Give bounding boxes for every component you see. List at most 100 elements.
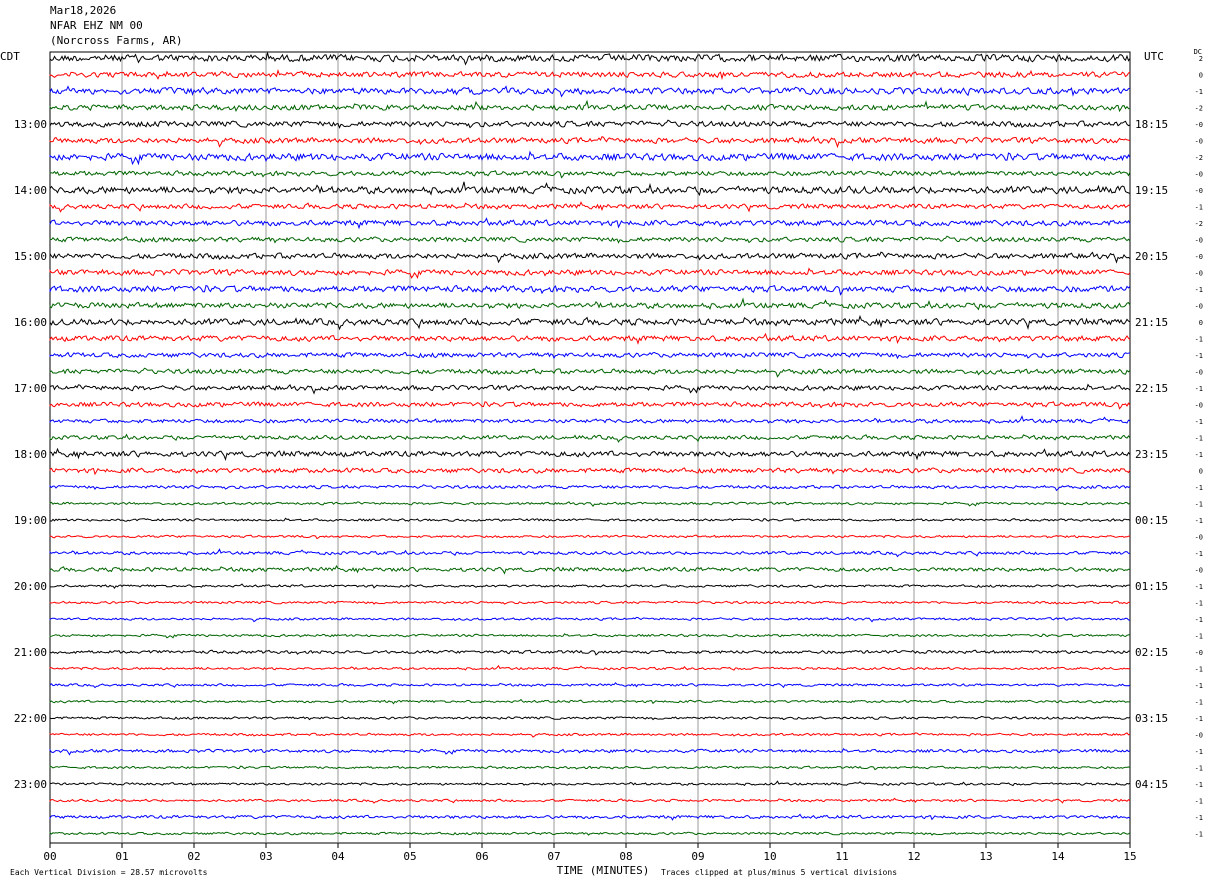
x-tick-label: 04 — [331, 850, 345, 863]
trace-green — [49, 433, 1131, 443]
trace-red — [49, 534, 1131, 540]
dc-offset-label: -1 — [1195, 798, 1203, 806]
trace-blue — [49, 217, 1131, 230]
dc-offset-label: -0 — [1195, 187, 1203, 195]
dc-offset-label: -1 — [1195, 616, 1203, 624]
trace-red — [49, 267, 1131, 279]
station-location: (Norcross Farms, AR) — [50, 34, 183, 47]
left-hour-label: 13:00 — [14, 118, 47, 131]
trace-black — [49, 715, 1131, 721]
left-hour-label: 23:00 — [14, 778, 47, 791]
trace-green — [49, 297, 1131, 311]
dc-offset-label: -0 — [1195, 649, 1203, 657]
dc-offset-label: -1 — [1195, 682, 1203, 690]
trace-black — [49, 383, 1131, 395]
left-hour-label: 15:00 — [14, 250, 47, 263]
trace-blue — [49, 747, 1131, 756]
dc-offset-label: -1 — [1195, 336, 1203, 344]
plot-date: Mar18,2026 — [50, 4, 117, 17]
dc-offset-label: -1 — [1195, 715, 1203, 723]
x-tick-label: 03 — [259, 850, 272, 863]
trace-red — [49, 797, 1131, 804]
trace-green — [49, 765, 1131, 771]
trace-green — [49, 235, 1131, 244]
trace-red — [49, 69, 1131, 81]
dc-offset-label: -1 — [1195, 666, 1203, 674]
x-tick-label: 00 — [43, 850, 56, 863]
dc-offset-label: 2 — [1199, 55, 1203, 63]
x-tick-label: 13 — [979, 850, 992, 863]
dc-offset-label: -1 — [1195, 352, 1203, 360]
station-code: NFAR EHZ NM 00 — [50, 19, 143, 32]
dc-offset-label: -1 — [1195, 451, 1203, 459]
right-hour-label: 19:15 — [1135, 184, 1168, 197]
trace-red — [49, 332, 1131, 345]
trace-green — [49, 633, 1131, 639]
trace-blue — [49, 351, 1131, 360]
left-hour-label: 22:00 — [14, 712, 47, 725]
trace-black — [49, 119, 1131, 129]
left-hour-label: 19:00 — [14, 514, 47, 527]
dc-offset-label: -1 — [1195, 286, 1203, 294]
dc-offset-label: -1 — [1195, 484, 1203, 492]
dc-offset-label: -0 — [1195, 732, 1203, 740]
trace-black — [49, 181, 1131, 197]
dc-offset-label: -0 — [1195, 270, 1203, 278]
trace-black — [49, 251, 1131, 264]
right-hour-label: 04:15 — [1135, 778, 1168, 791]
trace-blue — [49, 415, 1131, 425]
dc-offset-label: -1 — [1195, 831, 1203, 839]
dc-offset-label: 0 — [1199, 72, 1203, 80]
trace-blue — [49, 548, 1131, 558]
dc-offset-label: -0 — [1195, 402, 1203, 410]
dc-offset-label: -2 — [1195, 220, 1203, 228]
dc-offset-label: -1 — [1195, 435, 1203, 443]
trace-green — [49, 170, 1131, 179]
trace-blue — [49, 150, 1131, 166]
trace-green — [49, 501, 1131, 508]
trace-green — [49, 698, 1131, 705]
left-hour-label: 21:00 — [14, 646, 47, 659]
trace-black — [49, 583, 1130, 589]
trace-blue — [49, 85, 1131, 98]
dc-offset-label: -2 — [1195, 105, 1203, 113]
left-hour-label: 17:00 — [14, 382, 47, 395]
x-tick-label: 06 — [475, 850, 488, 863]
trace-red — [49, 732, 1131, 738]
trace-blue — [49, 813, 1131, 821]
dc-offset-label: -1 — [1195, 600, 1203, 608]
trace-red — [49, 600, 1131, 605]
trace-black — [49, 649, 1131, 656]
dc-offset-label: -1 — [1195, 765, 1203, 773]
trace-red — [49, 135, 1131, 149]
dc-offset-label: -0 — [1195, 138, 1203, 146]
trace-blue — [49, 284, 1131, 296]
left-hour-label: 14:00 — [14, 184, 47, 197]
right-hour-label: 20:15 — [1135, 250, 1168, 263]
dc-offset-label: -1 — [1195, 550, 1203, 558]
right-hour-label: 00:15 — [1135, 514, 1168, 527]
trace-blue — [49, 682, 1131, 689]
right-hour-label: 18:15 — [1135, 118, 1168, 131]
dc-offset-label: -1 — [1195, 204, 1203, 212]
dc-offset-label: -1 — [1195, 633, 1203, 641]
clip-note: Traces clipped at plus/minus 5 vertical … — [661, 868, 898, 877]
x-tick-label: 15 — [1123, 850, 1136, 863]
dc-offset-label: -1 — [1195, 699, 1203, 707]
x-tick-label: 09 — [691, 850, 704, 863]
right-hour-label: 21:15 — [1135, 316, 1168, 329]
trace-black — [49, 447, 1131, 462]
x-tick-label: 11 — [835, 850, 848, 863]
trace-black — [49, 314, 1131, 331]
trace-red — [49, 467, 1131, 476]
dc-offset-label: -0 — [1195, 567, 1203, 575]
dc-offset-label: -1 — [1195, 814, 1203, 822]
dc-offset-label: -0 — [1195, 369, 1203, 377]
x-tick-label: 08 — [619, 850, 632, 863]
dc-offset-label: 0 — [1199, 468, 1203, 476]
dc-offset-label: -2 — [1195, 154, 1203, 162]
right-hour-label: 02:15 — [1135, 646, 1168, 659]
trace-green — [49, 99, 1131, 113]
dc-offset-label: -0 — [1195, 171, 1203, 179]
dc-offset-label: -1 — [1195, 781, 1203, 789]
